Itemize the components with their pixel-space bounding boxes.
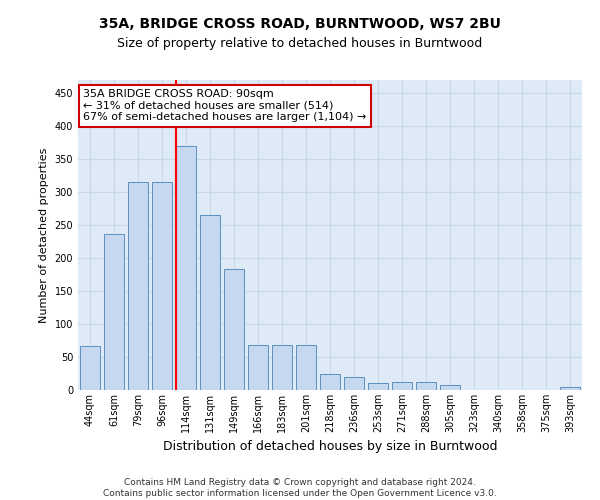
Bar: [224, 270, 244, 390]
Y-axis label: Number of detached properties: Number of detached properties: [39, 148, 49, 322]
Bar: [80, 346, 100, 390]
Bar: [440, 386, 460, 390]
Bar: [176, 146, 196, 390]
Bar: [152, 182, 172, 390]
Bar: [344, 377, 364, 390]
Bar: [200, 215, 220, 390]
Text: 35A BRIDGE CROSS ROAD: 90sqm
← 31% of detached houses are smaller (514)
67% of s: 35A BRIDGE CROSS ROAD: 90sqm ← 31% of de…: [83, 90, 367, 122]
Bar: [272, 345, 292, 390]
Bar: [560, 386, 580, 390]
Bar: [368, 384, 388, 390]
Bar: [392, 382, 412, 390]
Text: Size of property relative to detached houses in Burntwood: Size of property relative to detached ho…: [118, 38, 482, 51]
X-axis label: Distribution of detached houses by size in Burntwood: Distribution of detached houses by size …: [163, 440, 497, 454]
Bar: [248, 345, 268, 390]
Bar: [320, 374, 340, 390]
Bar: [416, 382, 436, 390]
Bar: [128, 182, 148, 390]
Text: Contains HM Land Registry data © Crown copyright and database right 2024.
Contai: Contains HM Land Registry data © Crown c…: [103, 478, 497, 498]
Bar: [104, 234, 124, 390]
Bar: [296, 345, 316, 390]
Text: 35A, BRIDGE CROSS ROAD, BURNTWOOD, WS7 2BU: 35A, BRIDGE CROSS ROAD, BURNTWOOD, WS7 2…: [99, 18, 501, 32]
